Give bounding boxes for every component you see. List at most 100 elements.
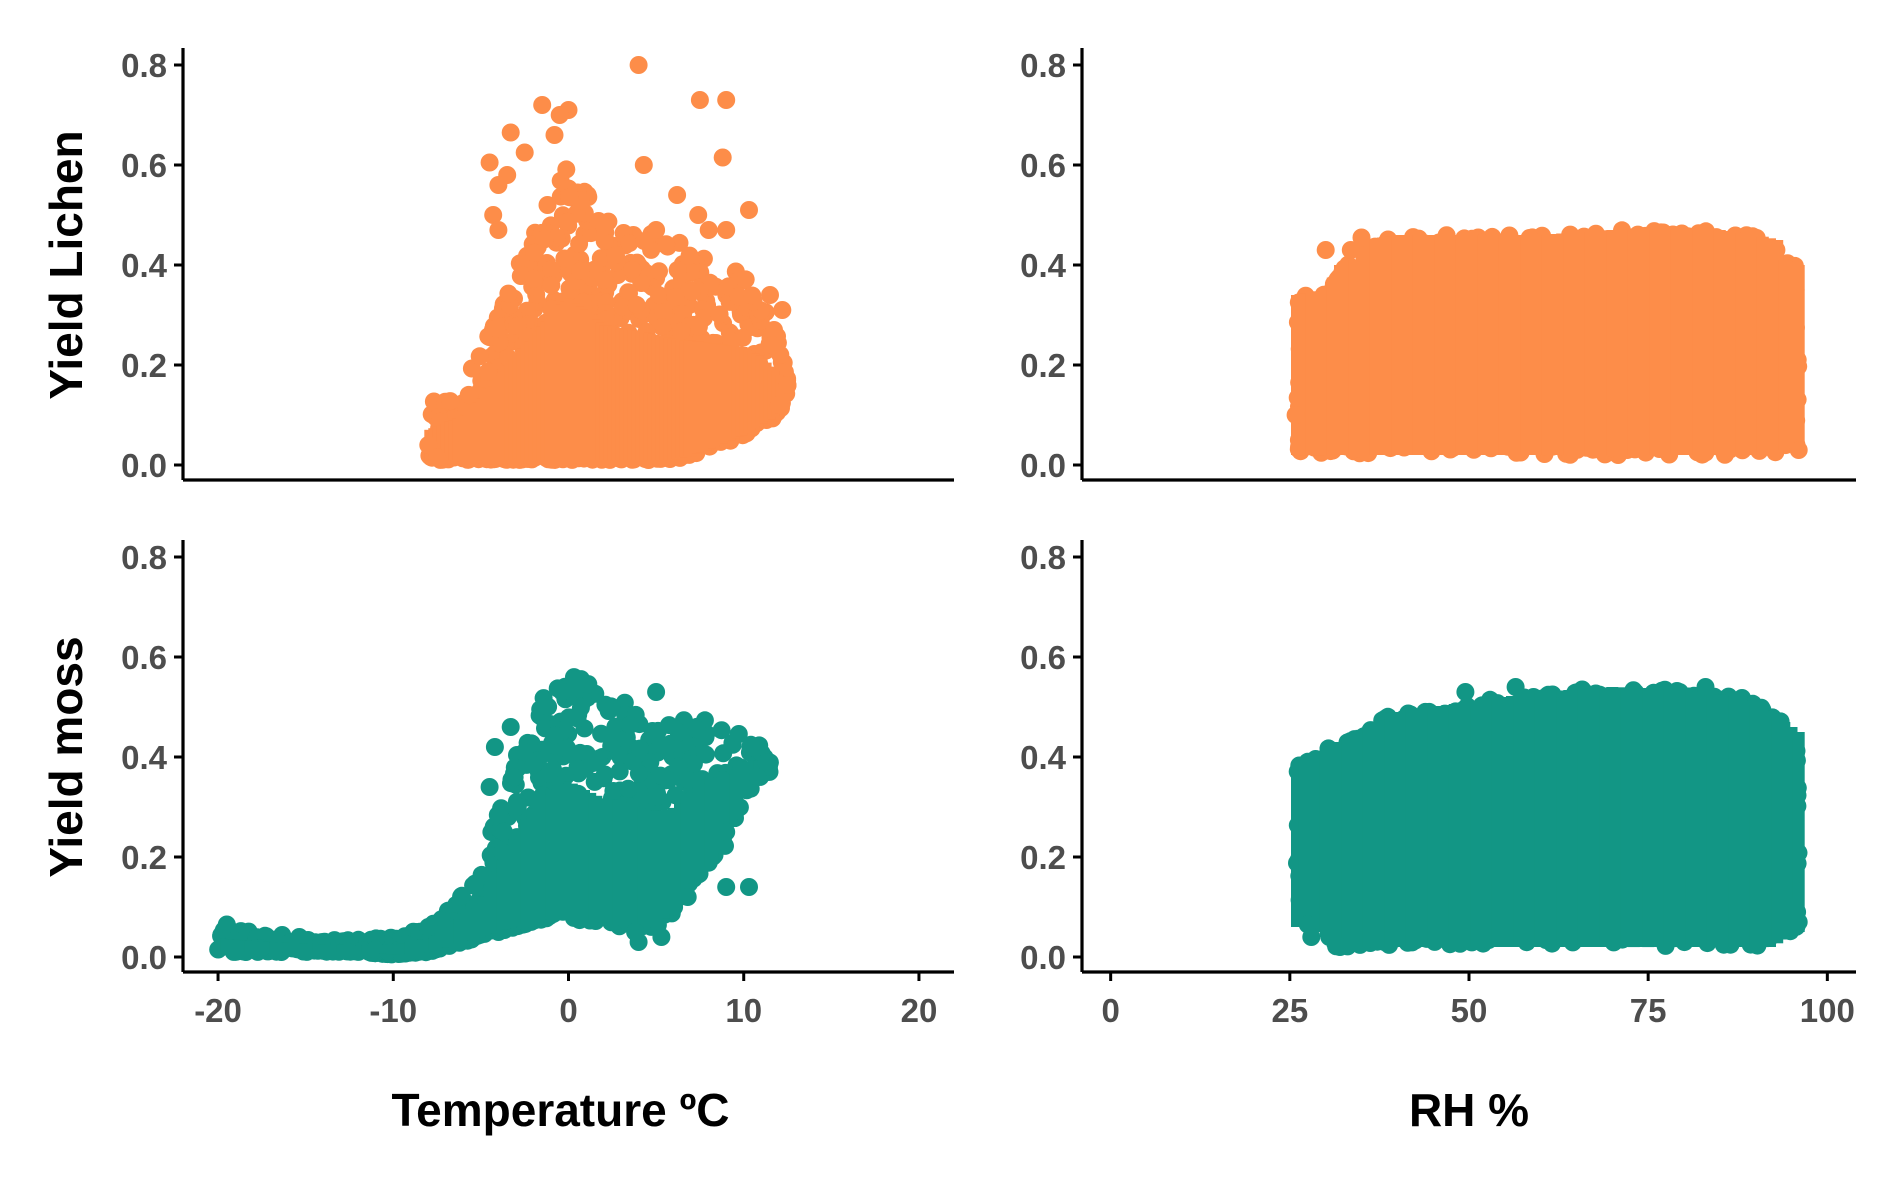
panel-lichen-rh-points [1286, 221, 1808, 464]
data-point [650, 262, 668, 281]
data-point [505, 768, 524, 787]
data-point [629, 56, 648, 74]
data-point [595, 271, 613, 290]
data-point [595, 217, 614, 236]
data-point [626, 923, 645, 941]
data-point [501, 123, 520, 142]
data-point [1316, 241, 1335, 259]
panel-moss-rh-points [1288, 678, 1808, 956]
data-point [623, 260, 642, 279]
data-point [740, 878, 758, 896]
data-point [501, 718, 520, 736]
data-point [1789, 441, 1808, 459]
data-point [480, 778, 499, 796]
data-point [619, 779, 638, 798]
data-point [499, 284, 518, 303]
data-point [712, 721, 731, 740]
data-point [773, 301, 792, 319]
data-point [217, 915, 236, 934]
data-point [489, 221, 508, 239]
data-point [740, 201, 758, 219]
data-point [710, 305, 729, 324]
data-point [620, 234, 639, 253]
data-point [568, 709, 587, 728]
data-point [729, 287, 748, 306]
data-point [1286, 406, 1305, 424]
data-point [610, 762, 629, 781]
data-point [717, 221, 736, 239]
data-point [765, 321, 783, 339]
data-point [540, 764, 559, 783]
data-point-band [1792, 265, 1805, 445]
data-point [488, 806, 507, 824]
data-point [487, 319, 506, 338]
data-point [688, 720, 706, 739]
data-point [670, 233, 689, 252]
data-point [666, 288, 685, 307]
data-point [485, 738, 504, 756]
data-point [428, 448, 447, 467]
data-point [660, 716, 678, 735]
data-point [652, 735, 671, 754]
data-point [631, 739, 649, 758]
data-point [489, 176, 508, 194]
data-point [635, 232, 654, 251]
data-point [741, 735, 760, 754]
data-point [659, 771, 678, 789]
data-point [634, 156, 653, 174]
data-point [632, 274, 651, 292]
data-point [699, 221, 718, 239]
data-point [515, 743, 534, 761]
data-point [668, 260, 687, 279]
data-point [508, 797, 527, 816]
data-point [613, 298, 632, 317]
data-point [678, 888, 697, 906]
data-point [525, 243, 544, 262]
data-point [550, 106, 569, 124]
data-point [736, 270, 755, 289]
data-point [717, 91, 736, 109]
data-point [539, 697, 558, 716]
data-point [713, 148, 732, 167]
data-point [553, 682, 571, 701]
data-point [524, 269, 543, 288]
data-point [717, 823, 736, 841]
data-point [585, 772, 604, 791]
data-point [518, 301, 536, 320]
data-point [689, 206, 708, 224]
data-point [650, 286, 668, 305]
panel-lichen-temperature-points [419, 56, 797, 469]
panel-moss-temperature-points [209, 668, 779, 964]
data-point [696, 745, 715, 764]
data-point [761, 286, 779, 304]
data-point [763, 336, 782, 355]
data-point [570, 234, 589, 253]
data-point [546, 726, 565, 745]
data-point [689, 317, 708, 336]
data-point [419, 918, 438, 936]
data-point [620, 715, 639, 734]
data-point [647, 221, 666, 239]
data-point [441, 392, 460, 411]
data-point [778, 376, 797, 394]
data-point [683, 282, 701, 301]
data-point [555, 249, 574, 268]
data-point [619, 283, 638, 302]
data-point [1341, 241, 1360, 259]
data-point-band [504, 365, 513, 460]
points-layer [209, 56, 1808, 964]
data-point [690, 91, 709, 109]
data-point [769, 396, 788, 414]
data-point [557, 160, 576, 179]
data-point [652, 928, 671, 946]
data-point [627, 295, 646, 314]
data-point [533, 96, 552, 114]
data-point [672, 322, 691, 341]
data-point [484, 206, 503, 224]
data-point [757, 753, 776, 771]
data-point [583, 754, 602, 773]
data-point [606, 246, 625, 264]
data-point [470, 347, 489, 366]
